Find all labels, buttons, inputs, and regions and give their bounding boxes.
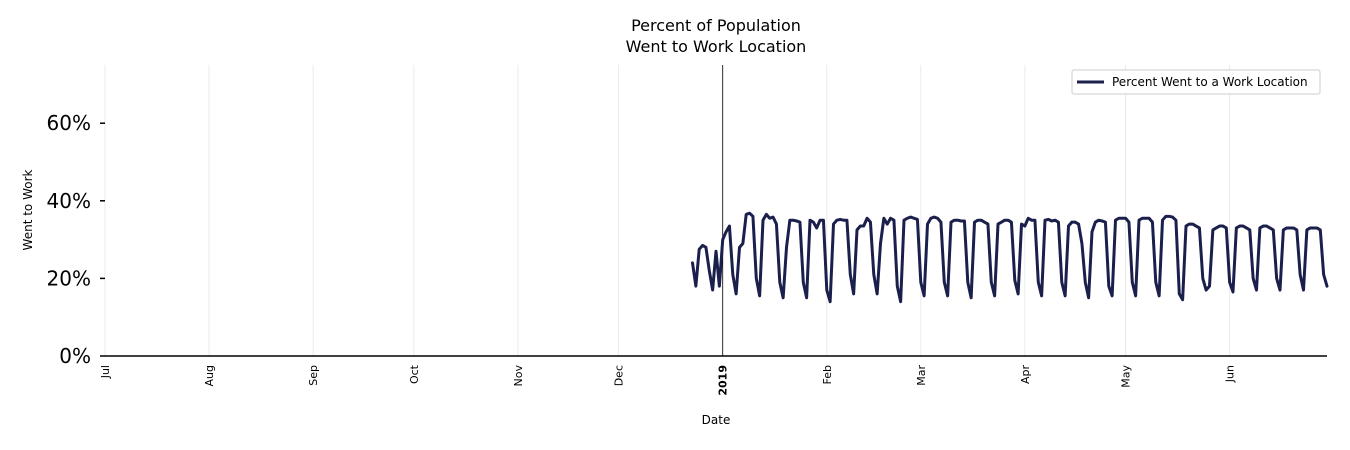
y-tick-label: 40% xyxy=(47,189,91,213)
y-tick-label: 20% xyxy=(47,266,91,290)
x-tick-label: Sep xyxy=(307,365,320,386)
x-tick-label: May xyxy=(1120,365,1133,388)
x-tick-label: Jul xyxy=(99,365,112,379)
x-tick-label: Apr xyxy=(1019,365,1032,385)
x-tick-label: 2019 xyxy=(717,365,730,396)
series-line-work-location xyxy=(691,211,1329,304)
x-tick-label: Feb xyxy=(821,365,834,384)
y-axis-label: Went to Work xyxy=(21,169,35,250)
legend-label: Percent Went to a Work Location xyxy=(1112,75,1308,89)
y-tick-label: 0% xyxy=(59,344,91,368)
x-axis-label: Date xyxy=(702,413,731,427)
y-axis: 0% 20% 40% 60% xyxy=(47,111,105,368)
x-tick-label: Nov xyxy=(512,365,525,387)
gridlines xyxy=(104,65,1231,356)
legend: Percent Went to a Work Location xyxy=(1071,69,1321,95)
x-tick-label: Mar xyxy=(915,365,928,386)
x-tick-label: Oct xyxy=(408,364,421,384)
y-tick-label: 60% xyxy=(47,111,91,135)
x-axis: Jul Aug Sep Oct Nov Dec 2019 Feb Mar Apr May Jun xyxy=(99,355,1327,396)
x-tick-label: Aug xyxy=(203,365,216,386)
x-tick-label: Dec xyxy=(613,365,626,386)
chart-title-line2: Went to Work Location xyxy=(626,37,807,56)
x-tick-label: Jun xyxy=(1224,365,1237,383)
legend-box xyxy=(1071,69,1321,95)
chart-title-line1: Percent of Population xyxy=(631,16,801,35)
